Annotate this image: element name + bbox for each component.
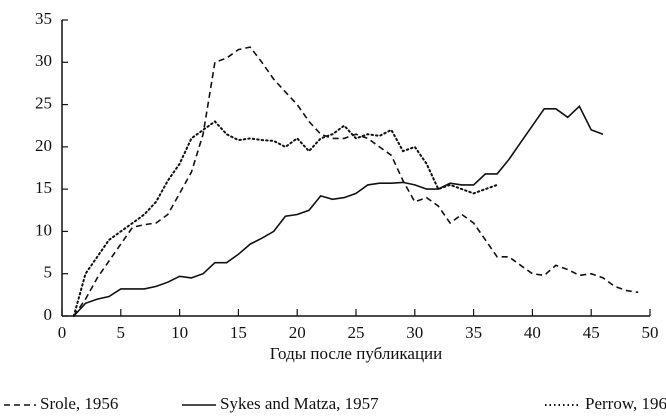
x-tick-label: 40 (524, 323, 541, 342)
y-tick-label: 15 (35, 178, 52, 197)
x-tick-label: 15 (230, 323, 247, 342)
line-series (72, 120, 499, 317)
x-tick-label: 35 (465, 323, 482, 342)
x-tick-label: 10 (171, 323, 188, 342)
y-tick-label: 20 (35, 136, 52, 155)
y-tick-label: 5 (44, 263, 53, 282)
x-tick-label: 25 (348, 323, 365, 342)
y-tick-label: 35 (35, 9, 52, 28)
legend-label: Perrow, 1967 (585, 394, 666, 413)
line-series (73, 46, 639, 317)
y-tick-label: 25 (35, 93, 52, 112)
y-tick-label: 30 (35, 51, 52, 70)
legend-label: Sykes and Matza, 1957 (220, 394, 379, 413)
x-tick-label: 20 (289, 323, 306, 342)
x-tick-label: 50 (642, 323, 659, 342)
y-tick-label: 10 (35, 220, 52, 239)
x-axis-label: Годы после публикации (270, 344, 443, 363)
x-tick-label: 5 (117, 323, 126, 342)
x-tick-label: 45 (583, 323, 600, 342)
x-tick-label: 0 (58, 323, 67, 342)
x-tick-label: 30 (406, 323, 423, 342)
line-series (73, 104, 604, 317)
legend-label: Srole, 1956 (40, 394, 118, 413)
y-tick-label: 0 (44, 305, 53, 324)
